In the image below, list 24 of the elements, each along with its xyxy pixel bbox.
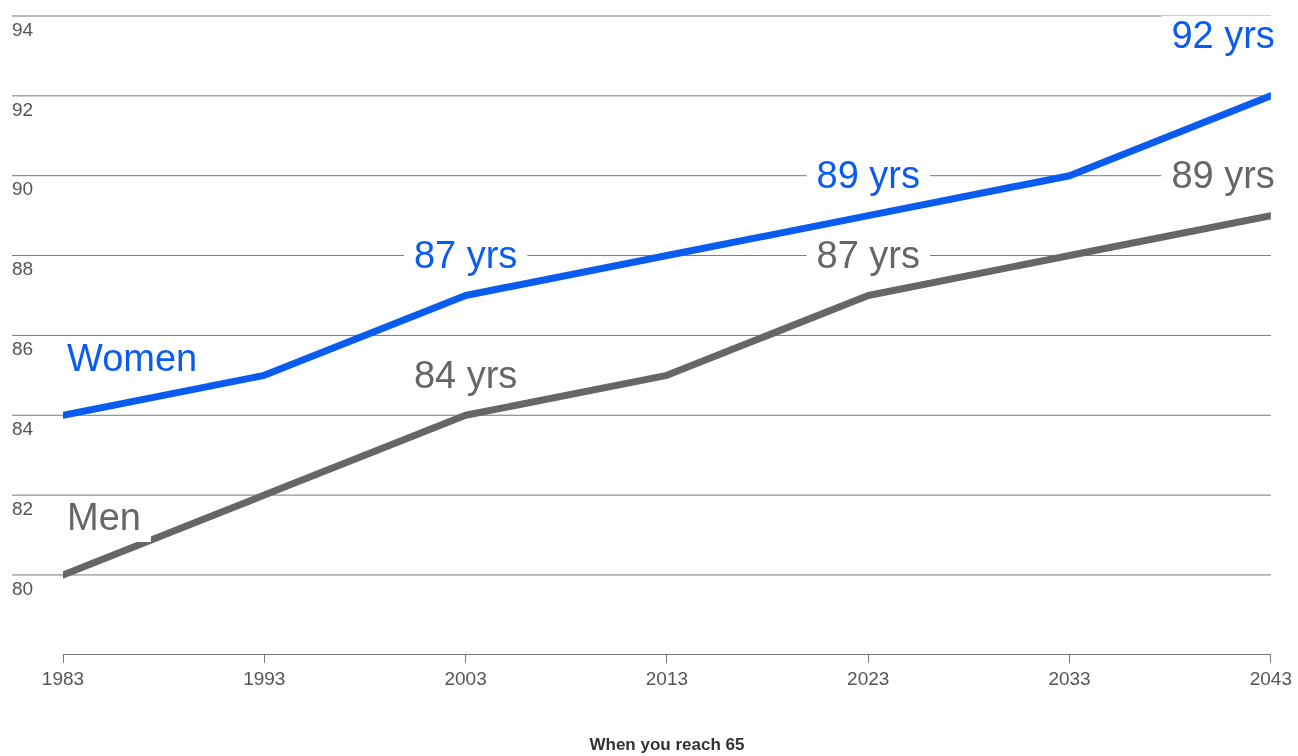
x-tick-label: 1983 [41, 668, 85, 690]
x-tick-label: 2033 [1048, 668, 1091, 690]
x-tick-label: 2003 [444, 668, 487, 690]
series-label: Women [67, 336, 198, 379]
x-tick-label: 2043 [1249, 668, 1293, 690]
y-tick-label: 90 [12, 178, 34, 200]
data-label: 89 yrs [816, 154, 920, 197]
x-axis-title: When you reach 65 [589, 735, 745, 755]
y-tick-label: 84 [12, 417, 34, 439]
series-label: Men [67, 496, 141, 539]
data-label: 87 yrs [816, 233, 920, 276]
data-label: 87 yrs [413, 233, 518, 276]
y-tick-label: 94 [12, 18, 34, 40]
data-label: 84 yrs [413, 353, 518, 396]
data-label: 92 yrs [1171, 14, 1275, 57]
y-tick-label: 82 [12, 497, 34, 519]
x-tick-label: 2013 [645, 668, 689, 690]
y-tick-label: 88 [12, 258, 34, 280]
y-tick-label: 92 [12, 98, 34, 120]
x-tick-label: 1993 [243, 668, 286, 690]
data-label: 89 yrs [1171, 154, 1275, 197]
y-tick-label: 86 [12, 338, 34, 360]
x-tick-label: 2023 [847, 668, 890, 690]
y-tick-label: 80 [12, 577, 34, 599]
